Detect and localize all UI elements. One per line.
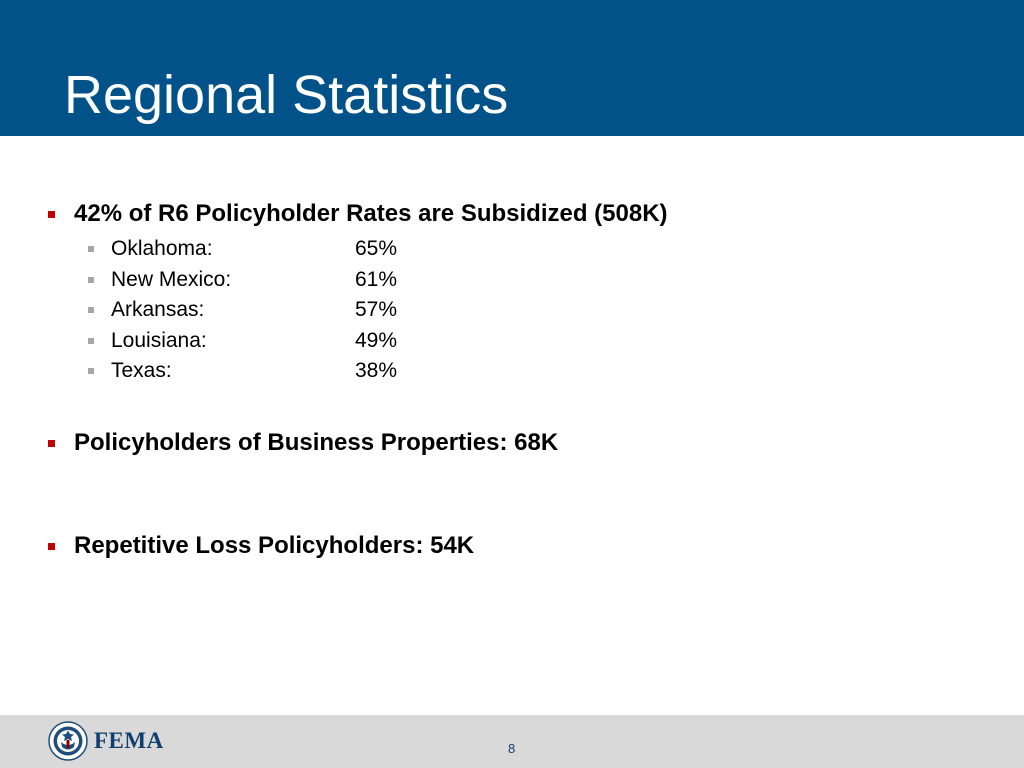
state-rate: 57%: [355, 298, 398, 322]
state-name: Arkansas:: [111, 298, 205, 322]
bullet-text: Repetitive Loss Policyholders: 54K: [74, 532, 475, 559]
bullet-subsidized-rates: 42% of R6 Policyholder Rates are Subsidi…: [48, 199, 668, 229]
bullet-repetitive-loss: Repetitive Loss Policyholders: 54K: [48, 531, 474, 561]
sub-bullet-marker-icon: [88, 276, 94, 283]
bullet-text: Policyholders of Business Properties: 68…: [74, 429, 559, 456]
state-rate: 38%: [355, 359, 398, 383]
list-item: Oklahoma: 65%: [88, 234, 397, 265]
list-item: Arkansas: 57%: [88, 295, 397, 326]
fema-logo: FEMA: [48, 721, 164, 761]
list-item: New Mexico: 61%: [88, 265, 397, 296]
sub-bullet-marker-icon: [88, 246, 94, 253]
bullet-marker-icon: [48, 439, 55, 447]
slide-title: Regional Statistics: [64, 65, 509, 125]
state-rate: 65%: [355, 237, 398, 261]
sub-bullet-marker-icon: [88, 368, 94, 375]
fema-logo-text: FEMA: [94, 728, 164, 753]
page-number: 8: [508, 741, 516, 756]
state-rate: 49%: [355, 328, 398, 352]
bullet-business-properties: Policyholders of Business Properties: 68…: [48, 428, 558, 458]
sub-bullet-marker-icon: [88, 307, 94, 314]
state-name: New Mexico:: [111, 267, 232, 291]
slide-footer: FEMA 8: [0, 715, 1024, 768]
dhs-seal-icon: [48, 721, 88, 761]
bullet-marker-icon: [48, 542, 55, 550]
list-item: Texas: 38%: [88, 356, 397, 387]
list-item: Louisiana: 49%: [88, 326, 397, 357]
sub-bullet-marker-icon: [88, 337, 94, 344]
state-rate-list: Oklahoma: 65% New Mexico: 61% Arkansas: …: [88, 234, 397, 387]
state-rate: 61%: [355, 267, 398, 291]
bullet-text: 42% of R6 Policyholder Rates are Subsidi…: [74, 200, 668, 227]
slide-header: Regional Statistics: [0, 0, 1024, 136]
state-name: Louisiana:: [111, 328, 207, 352]
bullet-marker-icon: [48, 210, 55, 218]
state-name: Texas:: [111, 359, 172, 383]
state-name: Oklahoma:: [111, 237, 213, 261]
